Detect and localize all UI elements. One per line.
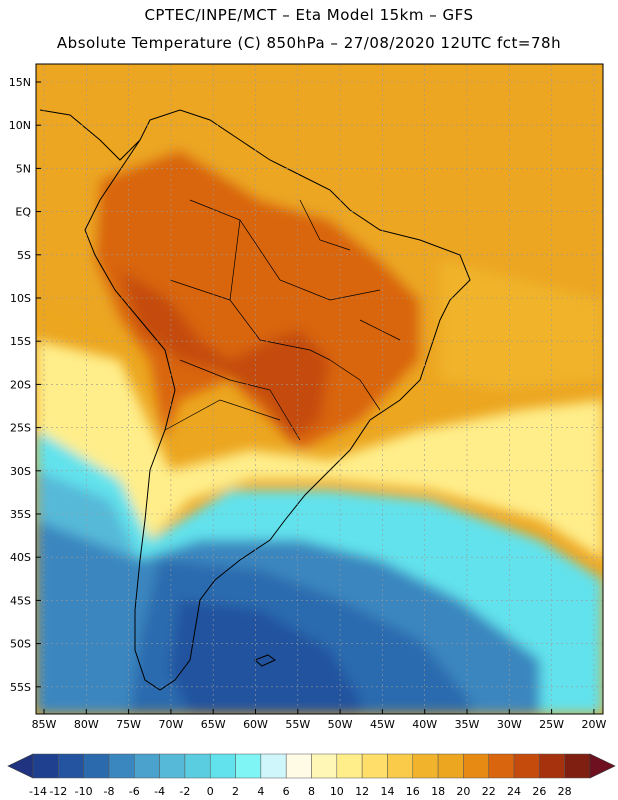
lon-label: 35W xyxy=(455,718,480,731)
colorbar xyxy=(7,753,616,779)
colorbar-label: -14 xyxy=(29,785,47,798)
latitude-labels: 15N 10N 5N EQ 5S 10S 15S 20S 25S 30S 35S 40S 45S 50S 5… xyxy=(9,76,41,694)
colorbar-label: 14 xyxy=(380,785,394,798)
colorbar-swatch xyxy=(539,753,565,779)
colorbar-label: 0 xyxy=(207,785,214,798)
coastline-south-america xyxy=(84,109,471,691)
colorbar-label: 22 xyxy=(482,785,496,798)
colorbar-label: -12 xyxy=(49,785,67,798)
colorbar-swatch xyxy=(134,753,160,779)
colorbar-swatch xyxy=(361,753,388,779)
chart-title: CPTEC/INPE/MCT – Eta Model 15km – GFS xyxy=(144,6,474,24)
colorbar-label: -8 xyxy=(103,785,114,798)
colorbar-swatch xyxy=(336,753,363,779)
colorbar-swatch xyxy=(184,753,211,779)
colorbar-swatch xyxy=(488,753,515,779)
colorbar-label: 24 xyxy=(507,785,521,798)
lat-label: 10S xyxy=(10,292,31,305)
sao-paulo-state-lines xyxy=(329,319,401,411)
lat-label: 15N xyxy=(9,76,31,89)
colorbar-swatch xyxy=(235,753,262,779)
lon-label: 20W xyxy=(581,718,606,731)
lon-label: 40W xyxy=(412,718,437,731)
colorbar-label: 12 xyxy=(355,785,369,798)
colorbar-label: 26 xyxy=(532,785,546,798)
lat-label: 5N xyxy=(16,162,31,175)
colorbar-label: 16 xyxy=(406,785,420,798)
colorbar-label: -10 xyxy=(75,785,93,798)
colorbar-label: 2 xyxy=(232,785,239,798)
longitude-labels: 85W 80W 75W 70W 65W 60W 55W 50W 45W 40W 35W 30W 25W 2… xyxy=(32,709,606,731)
colorbar-swatch xyxy=(437,753,464,779)
lat-label: 30S xyxy=(10,465,31,478)
lon-label: 75W xyxy=(116,718,141,731)
lat-label: 20S xyxy=(10,378,31,391)
colorbar-swatch xyxy=(108,753,135,779)
region-andes-cold-core xyxy=(170,600,360,714)
lon-label: 30W xyxy=(497,718,522,731)
colorbar-label: -2 xyxy=(179,785,190,798)
region-subtropical-yellow xyxy=(36,340,603,560)
colorbar-label: 6 xyxy=(283,785,290,798)
lon-label: 45W xyxy=(370,718,395,731)
colorbar-label: 4 xyxy=(257,785,264,798)
colorbar-swatch xyxy=(209,753,236,779)
colorbar-swatch xyxy=(412,753,439,779)
colorbar-swatch xyxy=(260,753,287,779)
coastline-central-america xyxy=(39,109,141,161)
colorbar-high-arrow xyxy=(589,753,616,779)
colorbar-swatch xyxy=(513,753,540,779)
region-hot-interior xyxy=(95,150,420,450)
lat-label: 35S xyxy=(10,508,31,521)
region-atlantic-warm xyxy=(440,260,603,390)
colorbar-label: 20 xyxy=(456,785,470,798)
region-hottest-core xyxy=(120,270,330,440)
colorbar-label: -4 xyxy=(154,785,165,798)
lon-label: 60W xyxy=(243,718,268,731)
lat-label: 50S xyxy=(10,638,31,651)
colorbar-label: 18 xyxy=(431,785,445,798)
lat-label: 55S xyxy=(10,681,31,694)
colorbar-swatch xyxy=(463,753,489,779)
colorbar-swatch xyxy=(58,753,84,779)
temperature-field xyxy=(36,64,603,714)
colorbar-swatch xyxy=(83,753,110,779)
lat-label: 15S xyxy=(10,335,31,348)
chart-subtitle: Absolute Temperature (C) 850hPa – 27/08/… xyxy=(56,34,562,52)
colorbar-swatch xyxy=(32,753,59,779)
colorbar-label: -6 xyxy=(129,785,140,798)
colorbar-label: 28 xyxy=(558,785,572,798)
lat-label: 25S xyxy=(10,422,31,435)
colorbar-label: 8 xyxy=(308,785,315,798)
lon-label: 70W xyxy=(158,718,183,731)
colorbar-label: 10 xyxy=(330,785,344,798)
plot-frame xyxy=(35,63,604,715)
falklands xyxy=(254,654,276,667)
lat-lon-grid xyxy=(36,64,603,714)
lon-label: 80W xyxy=(74,718,99,731)
colorbar-swatch xyxy=(311,753,338,779)
colorbar-swatch xyxy=(564,753,591,779)
country-borders xyxy=(164,199,381,441)
lat-label: EQ xyxy=(15,206,31,219)
lat-label: 45S xyxy=(10,594,31,607)
lat-label: 40S xyxy=(10,551,31,564)
colorbar-labels: -14 -12 -10 -8 -6 -4 -2 0 2 4 6 8 10 12 14 16 18 20 22 24 26… xyxy=(29,785,572,798)
colorbar-swatch xyxy=(159,753,186,779)
lon-label: 65W xyxy=(201,718,226,731)
colorbar-swatch xyxy=(285,753,312,779)
lon-label: 85W xyxy=(32,718,57,731)
lon-label: 50W xyxy=(328,718,353,731)
lat-label: 10N xyxy=(9,119,31,132)
lon-label: 25W xyxy=(539,718,564,731)
lat-label: 5S xyxy=(17,249,31,262)
lon-label: 55W xyxy=(285,718,310,731)
colorbar-low-arrow xyxy=(7,753,34,779)
colorbar-swatch xyxy=(387,753,414,779)
